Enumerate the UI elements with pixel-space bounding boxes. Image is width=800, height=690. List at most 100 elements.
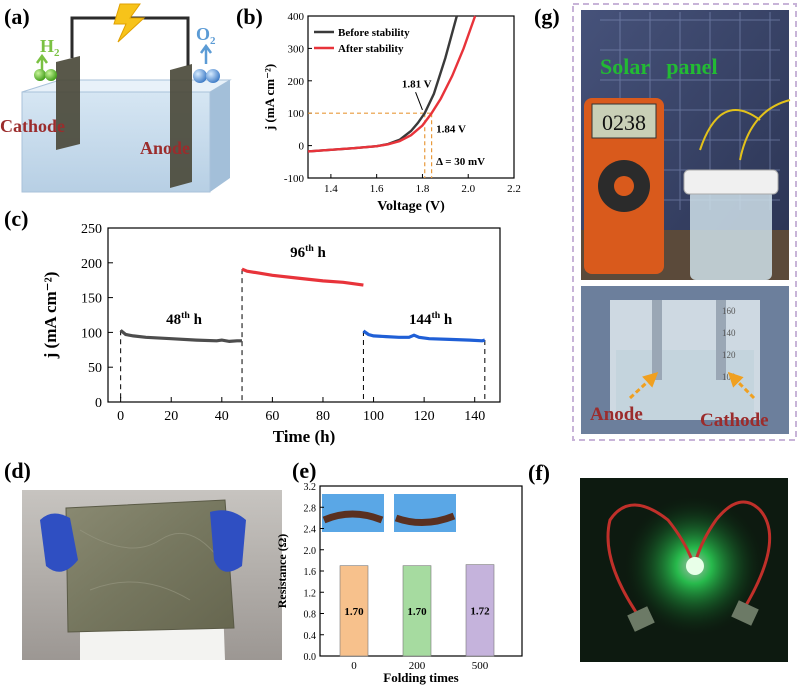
x-tick-label: 40 <box>215 409 229 424</box>
x-tick-label: 2.2 <box>507 183 521 195</box>
bar-value-label: 1.70 <box>344 606 364 618</box>
y-tick-label: 250 <box>81 222 102 237</box>
y-axis-label: Resistance (Ω) <box>275 534 289 609</box>
x-axis-label: Folding times <box>383 670 458 685</box>
cathode-strip <box>716 300 726 380</box>
annotation-pointer <box>415 91 423 111</box>
panel-d-label: (d) <box>4 458 31 483</box>
o2-molecule-icon <box>193 69 207 83</box>
y-tick-label: 400 <box>288 11 305 23</box>
multimeter-display <box>591 103 657 139</box>
electrolyzer-jar <box>690 190 772 280</box>
o2-up-arrow-icon <box>199 43 213 64</box>
y-tick-label: 3.2 <box>304 482 317 493</box>
panel-g-dashed-border <box>572 3 797 441</box>
solar-panel-label: Solar panel <box>600 54 718 79</box>
bar-500 <box>465 564 495 657</box>
x-tick-label: 60 <box>265 409 279 424</box>
anode-strip <box>652 300 662 380</box>
x-tick-label: 0 <box>117 409 124 424</box>
anode-arrow-icon <box>628 371 659 400</box>
panel-g-setup-photo: (g) Solar panel 0238 160 140 120 100 <box>534 3 797 441</box>
anode-label: Anode <box>140 138 190 158</box>
panel-e-label: (e) <box>292 458 316 483</box>
x-axis-label: Time (h) <box>273 427 336 446</box>
y-tick-label: 2.0 <box>304 546 317 557</box>
label-144h: 144th h <box>409 310 453 328</box>
lightning-bolt-icon <box>113 3 146 43</box>
fabric-sheet <box>65 499 235 633</box>
plot-frame <box>107 227 501 403</box>
legend-entry: Before stability <box>338 27 410 39</box>
right-clip <box>731 600 759 626</box>
cathode-label: Cathode <box>700 410 769 431</box>
cathode-label: Cathode <box>0 116 65 136</box>
label-96h: 96th h <box>290 243 326 261</box>
y-axis-label: j (mA cm⁻²) <box>41 272 60 360</box>
panel-g-label: (g) <box>534 4 560 29</box>
y-tick-label: 50 <box>88 361 102 376</box>
led-bulb-icon <box>686 557 704 575</box>
beaker-mark-100: 100 <box>722 372 736 382</box>
panel-a-schematic: (a) H2 O2 Cathode Anode <box>0 3 232 193</box>
h2-formula: H2 <box>40 36 60 59</box>
segment-96h <box>241 267 364 287</box>
y-tick-label: 100 <box>81 326 102 341</box>
beaker-mark-120: 120 <box>722 350 736 360</box>
y-axis-label: j (mA cm⁻²) <box>262 64 277 131</box>
annotation-delta: Δ = 30 mV <box>436 156 485 168</box>
x-tick-label: 80 <box>316 409 330 424</box>
segment-48h <box>119 329 242 344</box>
x-tick-label: 200 <box>409 660 426 672</box>
bar-value-label: 1.70 <box>407 606 427 618</box>
x-tick-label: 1.6 <box>370 183 384 195</box>
bar-0 <box>339 565 369 657</box>
cathode-electrode <box>56 56 80 150</box>
y-tick-label: 2.8 <box>304 503 317 514</box>
right-glove <box>210 510 246 572</box>
panel-d-photo: (d) <box>4 458 282 660</box>
y-tick-label: 100 <box>288 108 305 120</box>
panel-c-label: (c) <box>4 206 28 231</box>
segment-144h <box>362 329 486 343</box>
annotation-184: 1.84 V <box>436 124 466 136</box>
y-tick-label: 0 <box>95 396 102 411</box>
y-tick-label: 300 <box>288 43 305 55</box>
anode-label: Anode <box>590 404 643 425</box>
left-glove <box>40 513 78 572</box>
x-tick-label: 1.4 <box>324 183 338 195</box>
y-tick-label: 200 <box>81 257 102 272</box>
x-tick-label: 140 <box>464 409 485 424</box>
x-axis-label: Voltage (V) <box>377 199 445 214</box>
anode-electrode <box>170 64 192 188</box>
y-tick-label: 0.0 <box>304 652 317 663</box>
y-tick-label: 0.4 <box>304 631 317 642</box>
y-tick-label: 1.6 <box>304 567 317 578</box>
bar-200 <box>402 565 432 657</box>
x-tick-label: 20 <box>164 409 178 424</box>
multimeter-reading: 0238 <box>602 110 646 135</box>
y-tick-label: 0.8 <box>304 610 317 621</box>
left-wire <box>606 503 694 619</box>
x-tick-label: 1.8 <box>416 183 430 195</box>
panel-b-label: (b) <box>236 4 263 29</box>
x-tick-label: 500 <box>472 660 489 672</box>
label-48h: 48th h <box>166 310 202 328</box>
x-tick-label: 120 <box>414 409 435 424</box>
h2-molecule-icon <box>34 69 46 81</box>
legend-entry: After stability <box>338 43 404 55</box>
bar-value-label: 1.72 <box>470 605 490 617</box>
panel-a-label: (a) <box>4 4 30 29</box>
fold-photo-after <box>394 494 456 532</box>
right-wire <box>694 500 772 613</box>
panel-f-label: (f) <box>528 460 550 485</box>
x-tick-label: 2.0 <box>461 183 475 195</box>
panel-e-resistance-chart: (e) 0.0 0.4 0.8 1.2 1.6 2.0 2.4 2.8 3.2 Resistanc… <box>275 458 523 685</box>
x-tick-label: 0 <box>351 660 357 672</box>
y-tick-label: 200 <box>288 76 305 88</box>
x-tick-label: 100 <box>363 409 384 424</box>
series-line-after <box>307 15 477 153</box>
left-clip <box>627 606 655 632</box>
y-tick-label: 0 <box>299 141 305 153</box>
